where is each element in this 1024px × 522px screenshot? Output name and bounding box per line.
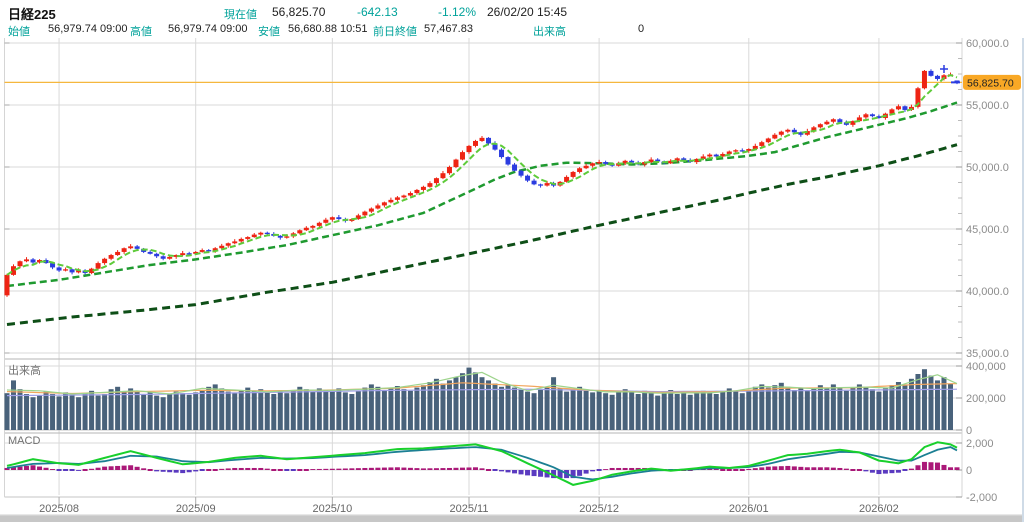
macd-signal-line bbox=[6, 446, 958, 481]
right-axis: 60,000.0 55,000.0 50,000.0 45,000.0 40,000.0… bbox=[4, 38, 1009, 504]
prev-close-value: 57,467.83 bbox=[424, 23, 473, 35]
svg-text:MACD: MACD bbox=[8, 435, 40, 447]
svg-text:45,000.0: 45,000.0 bbox=[966, 224, 1009, 236]
x-axis: 2025/08 2025/09 2025/10 2025/11 2025/12 2026/… bbox=[39, 497, 899, 515]
macd-panel-label: MACD bbox=[8, 435, 40, 447]
symbol-name: 日経225 bbox=[8, 7, 56, 22]
window-right-edge bbox=[1022, 0, 1024, 522]
svg-text:60,000.0: 60,000.0 bbox=[966, 38, 1009, 50]
svg-text:2025/11: 2025/11 bbox=[450, 503, 489, 514]
price-volume-macd-chart[interactable]: 60,000.0 55,000.0 50,000.0 45,000.0 40,000.0… bbox=[0, 38, 1024, 515]
current-price-badge: 56,825.70 bbox=[963, 74, 1021, 90]
svg-text:40,000.0: 40,000.0 bbox=[966, 286, 1009, 298]
svg-text:2,000: 2,000 bbox=[966, 438, 994, 450]
quote-datetime: 26/02/20 15:45 bbox=[487, 5, 568, 19]
high-label: 高値 bbox=[130, 26, 152, 38]
svg-text:50,000.0: 50,000.0 bbox=[966, 162, 1009, 174]
svg-text:200,000: 200,000 bbox=[966, 393, 1006, 405]
horizontal-scrollbar[interactable] bbox=[0, 514, 1024, 522]
svg-text:55,000.0: 55,000.0 bbox=[966, 100, 1009, 112]
header-volume-label: 出来高 bbox=[533, 26, 566, 38]
low-value: 56,680.88 10:51 bbox=[288, 23, 368, 35]
open-label: 始値 bbox=[8, 26, 30, 38]
svg-text:0: 0 bbox=[966, 465, 972, 477]
ma-75-line bbox=[6, 143, 958, 326]
ma-25-line bbox=[6, 101, 958, 288]
svg-text:56,825.70: 56,825.70 bbox=[967, 77, 1014, 89]
low-label: 安値 bbox=[258, 26, 280, 38]
svg-text:0: 0 bbox=[966, 425, 972, 437]
plus-marker-icon bbox=[940, 65, 948, 73]
svg-text:400,000: 400,000 bbox=[966, 361, 1006, 373]
volume-ma-short-line bbox=[6, 371, 958, 395]
svg-text:2025/10: 2025/10 bbox=[312, 503, 352, 514]
chart-area[interactable]: 60,000.0 55,000.0 50,000.0 45,000.0 40,000.0… bbox=[0, 38, 1024, 515]
scrollbar-thumb[interactable] bbox=[0, 516, 1024, 522]
svg-text:35,000.0: 35,000.0 bbox=[966, 348, 1009, 360]
price-change: -642.13 bbox=[357, 5, 398, 19]
svg-text:2025/09: 2025/09 bbox=[176, 503, 216, 514]
svg-text:2025/12: 2025/12 bbox=[579, 503, 619, 514]
volume-panel-label: 出来高 bbox=[8, 363, 41, 377]
svg-text:2026/02: 2026/02 bbox=[859, 503, 899, 514]
current-price-value: 56,825.70 bbox=[272, 5, 326, 19]
svg-text:出来高: 出来高 bbox=[8, 363, 41, 377]
svg-text:-2,000: -2,000 bbox=[966, 492, 997, 504]
candlesticks bbox=[4, 69, 960, 297]
high-value: 56,979.74 09:00 bbox=[168, 23, 248, 35]
macd-histogram bbox=[4, 461, 960, 479]
price-change-pct: -1.12% bbox=[438, 5, 477, 19]
quote-header: 日経225 現在値 56,825.70 -642.13 -1.12% 26/02… bbox=[0, 0, 1024, 38]
prev-close-label: 前日終値 bbox=[373, 26, 417, 38]
macd-line bbox=[6, 441, 958, 486]
svg-text:2026/01: 2026/01 bbox=[729, 503, 769, 514]
header-volume-value: 0 bbox=[638, 23, 645, 35]
volume-bars bbox=[4, 367, 953, 430]
current-price-label: 現在値 bbox=[224, 9, 257, 21]
svg-text:2025/08: 2025/08 bbox=[39, 503, 79, 514]
open-value: 56,979.74 09:00 bbox=[48, 23, 128, 35]
